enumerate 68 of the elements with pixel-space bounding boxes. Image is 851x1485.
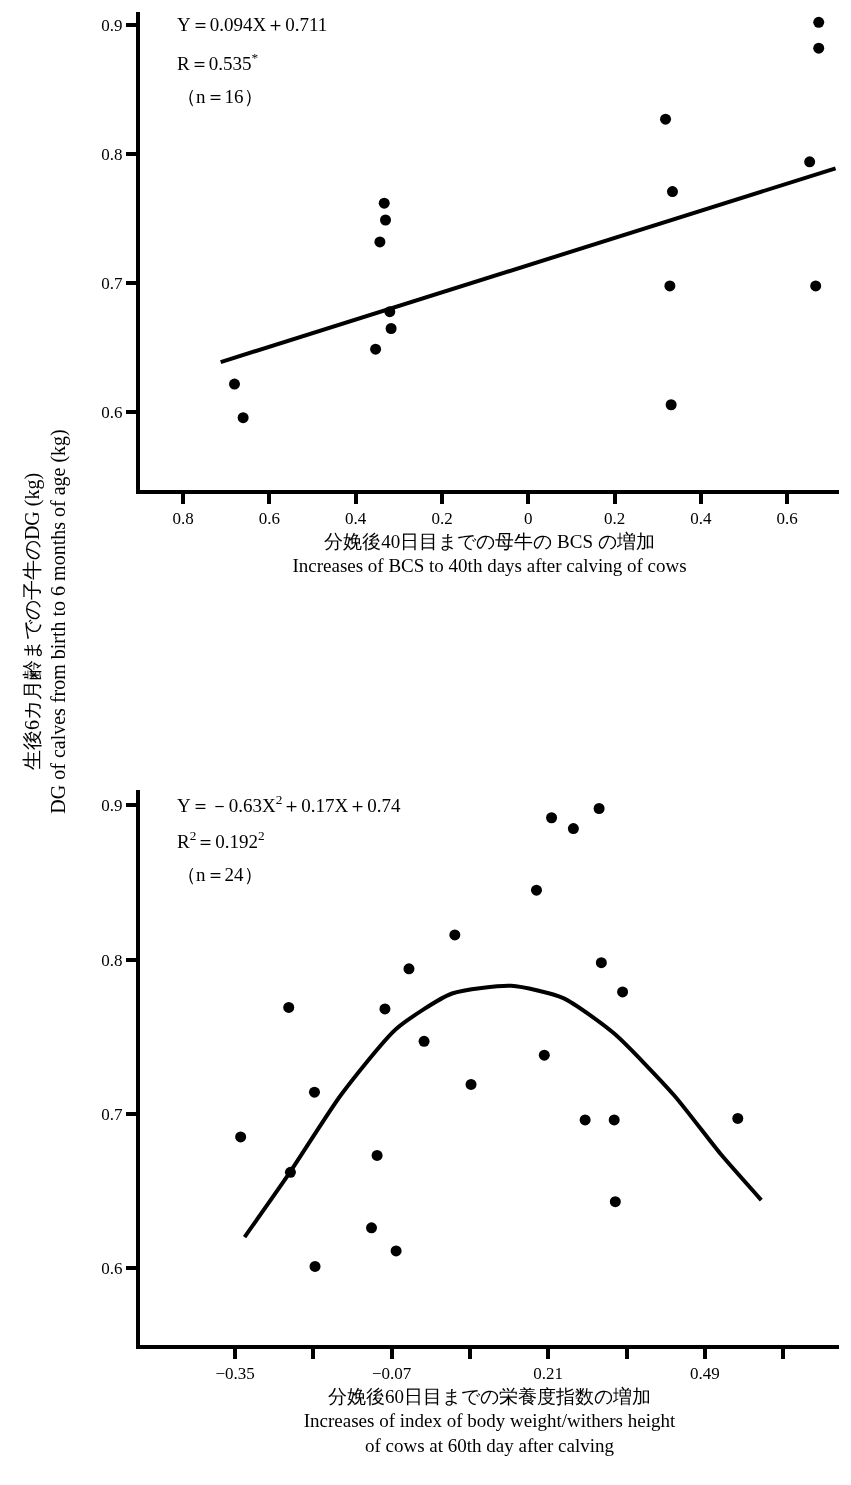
point — [283, 1001, 295, 1013]
y-tick-label: 0.8 — [101, 950, 123, 970]
x-tick-label: 0.4 — [690, 509, 713, 529]
annotation: R＝0.535$^{*}$ — [177, 50, 259, 74]
point — [567, 823, 579, 835]
x-tick-label: −0.35 — [215, 1364, 255, 1384]
point — [403, 963, 415, 975]
point — [370, 343, 382, 355]
x-axis-title: 分娩後40日目までの母牛の BCS の増加 Increases of BCS to 40th days after calving of cows — [292, 530, 687, 577]
point — [235, 1131, 247, 1143]
point — [660, 113, 672, 125]
point — [380, 214, 392, 226]
y-tick-label: 0.6 — [101, 1258, 123, 1278]
point — [608, 1114, 620, 1126]
point — [374, 236, 386, 248]
x-tick-label: 0.2 — [431, 509, 453, 529]
point — [732, 1112, 744, 1124]
point — [308, 1086, 320, 1098]
point — [810, 280, 822, 292]
y-axis-title: 生後6カ月齢までの子牛のDG (kg) DG of calves from birth to 6 months of age (kg) — [20, 429, 70, 814]
point — [579, 1114, 591, 1126]
x-tick-label: 0 — [524, 509, 533, 529]
annotation: （n＝16） — [177, 86, 263, 107]
point — [465, 1078, 477, 1090]
point — [665, 399, 677, 411]
line-series — [242, 983, 764, 1240]
point — [609, 1196, 621, 1208]
point — [237, 412, 249, 424]
point — [371, 1149, 383, 1161]
x-tick-label: 0.21 — [533, 1364, 564, 1384]
point — [228, 378, 240, 390]
point — [418, 1035, 430, 1047]
y-tick-label: 0.9 — [101, 796, 123, 816]
point — [366, 1222, 378, 1234]
annotation: R$^{2}$＝0.192$^{2}$ — [177, 828, 265, 852]
point — [538, 1049, 550, 1061]
point — [804, 156, 816, 168]
y-tick-label: 0.7 — [101, 1104, 124, 1124]
point — [813, 16, 825, 28]
x-tick-label: −0.07 — [371, 1364, 412, 1384]
point — [664, 280, 676, 292]
x-tick-label: 0.8 — [172, 509, 194, 529]
x-tick-label: 0.4 — [345, 509, 367, 529]
point — [378, 197, 390, 209]
x-tick-label: 0.2 — [604, 509, 626, 529]
x-tick-label: 0.6 — [776, 509, 798, 529]
point — [309, 1260, 321, 1272]
point — [593, 803, 605, 814]
x-tick-label: 0.6 — [258, 509, 281, 529]
point — [617, 986, 629, 998]
point — [530, 884, 542, 896]
annotation: Y＝－0.63X$^{2}$＋0.17X＋0.74 — [177, 792, 402, 816]
point — [546, 812, 558, 824]
x-axis-title: 分娩後60日目までの栄養度指数の増加 Increases of index of body weight/withers height of cows at 60th day after calving — [303, 1385, 676, 1457]
y-tick-label: 0.8 — [101, 145, 123, 165]
point — [666, 186, 678, 198]
x-tick-label: 0.49 — [689, 1364, 720, 1384]
y-tick-label: 0.7 — [101, 274, 124, 294]
point — [379, 1003, 391, 1015]
y-tick-label: 0.9 — [101, 15, 123, 35]
point — [449, 929, 461, 941]
annotation: Y＝0.094X＋0.711 — [177, 14, 328, 35]
point — [595, 957, 607, 969]
annotation: （n＝24） — [177, 864, 263, 885]
point — [385, 323, 397, 335]
y-tick-label: 0.6 — [101, 403, 123, 423]
point — [390, 1245, 402, 1257]
point — [813, 42, 825, 54]
